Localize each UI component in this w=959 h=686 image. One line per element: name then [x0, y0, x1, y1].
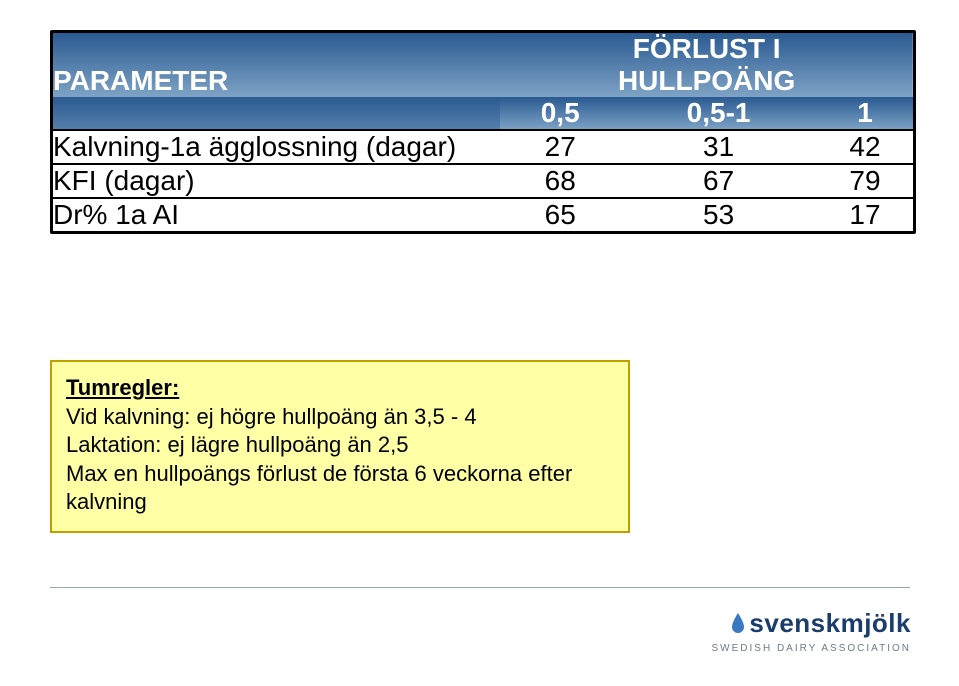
param-table: PARAMETER FÖRLUST I HULLPOÄNG 0,5 0,5-1 … — [53, 33, 913, 231]
slide: PARAMETER FÖRLUST I HULLPOÄNG 0,5 0,5-1 … — [0, 0, 959, 686]
subheader-0: 0,5 — [500, 97, 620, 130]
header-parameter: PARAMETER — [53, 33, 500, 130]
header-loss-line2: HULLPOÄNG — [500, 65, 913, 97]
rules-line-2: Max en hullpoängs förlust de första 6 ve… — [66, 460, 614, 517]
row1-label: KFI (dagar) — [53, 164, 500, 198]
rules-line-0: Vid kalvning: ej högre hullpoäng än 3,5 … — [66, 403, 614, 432]
brand-logo: svenskmjölk SWEDISH DAIRY ASSOCIATION — [712, 608, 911, 654]
rules-title: Tumregler: — [66, 374, 614, 403]
table-row: Kalvning-1a ägglossning (dagar) 27 31 42 — [53, 130, 913, 164]
row1-val2: 79 — [817, 164, 913, 198]
footer-divider — [50, 587, 910, 588]
header-loss-line1: FÖRLUST I — [500, 33, 913, 65]
row1-val1: 67 — [620, 164, 817, 198]
subheader-1: 0,5-1 — [620, 97, 817, 130]
header-loss: FÖRLUST I HULLPOÄNG — [500, 33, 913, 97]
logo-main: svenskmjölk — [712, 608, 911, 641]
logo-sub-text: SWEDISH DAIRY ASSOCIATION — [712, 643, 911, 654]
milk-drop-icon — [730, 610, 746, 641]
table-row: KFI (dagar) 68 67 79 — [53, 164, 913, 198]
row0-label: Kalvning-1a ägglossning (dagar) — [53, 130, 500, 164]
row0-val0: 27 — [500, 130, 620, 164]
table-row: Dr% 1a AI 65 53 17 — [53, 198, 913, 231]
table-header-row: PARAMETER FÖRLUST I HULLPOÄNG — [53, 33, 913, 97]
row0-val2: 42 — [817, 130, 913, 164]
rules-box: Tumregler: Vid kalvning: ej högre hullpo… — [50, 360, 630, 533]
row1-val0: 68 — [500, 164, 620, 198]
parameter-table: PARAMETER FÖRLUST I HULLPOÄNG 0,5 0,5-1 … — [50, 30, 916, 234]
row2-val2: 17 — [817, 198, 913, 231]
logo-main-text: svenskmjölk — [749, 608, 911, 638]
subheader-2: 1 — [817, 97, 913, 130]
rules-line-1: Laktation: ej lägre hullpoäng än 2,5 — [66, 431, 614, 460]
row2-val1: 53 — [620, 198, 817, 231]
row0-val1: 31 — [620, 130, 817, 164]
row2-label: Dr% 1a AI — [53, 198, 500, 231]
row2-val0: 65 — [500, 198, 620, 231]
